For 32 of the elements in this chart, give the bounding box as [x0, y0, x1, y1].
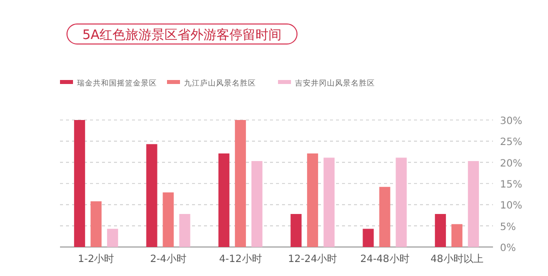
y-tick-label: 10%: [500, 200, 522, 212]
bar: [251, 161, 262, 247]
x-tick-label: 12-24小时: [288, 253, 338, 265]
x-tick-label: 24-48小时: [360, 253, 410, 265]
bar: [324, 158, 335, 247]
bar: [362, 228, 374, 247]
x-tick-label: 4-12小时: [219, 253, 262, 265]
y-tick-label: 25%: [500, 137, 522, 148]
bar: [451, 224, 462, 247]
x-tick-label: 48小时以上: [430, 253, 484, 265]
bar: [107, 228, 118, 247]
bar: [234, 120, 246, 247]
y-tick-label: 5%: [500, 222, 516, 233]
y-tick-label: 15%: [500, 180, 522, 190]
bar: [146, 144, 158, 247]
bar: [179, 214, 190, 247]
bar: [468, 161, 479, 247]
bar: [74, 120, 86, 247]
y-tick-label: 30%: [500, 116, 522, 127]
bar: [162, 192, 174, 247]
x-tick-label: 2-4小时: [150, 253, 186, 265]
bar: [90, 201, 102, 247]
x-tick-label: 1-2小时: [78, 253, 114, 265]
y-tick-label: 0%: [500, 243, 516, 254]
bar: [307, 153, 318, 247]
bar: [290, 214, 302, 247]
bar: [396, 158, 407, 247]
bar: [379, 186, 390, 247]
chart-title: 5A红色旅游景区省外游客停留时间: [82, 27, 282, 43]
y-tick-label: 20%: [500, 158, 522, 170]
bar: [218, 153, 230, 247]
bar: [434, 214, 446, 247]
